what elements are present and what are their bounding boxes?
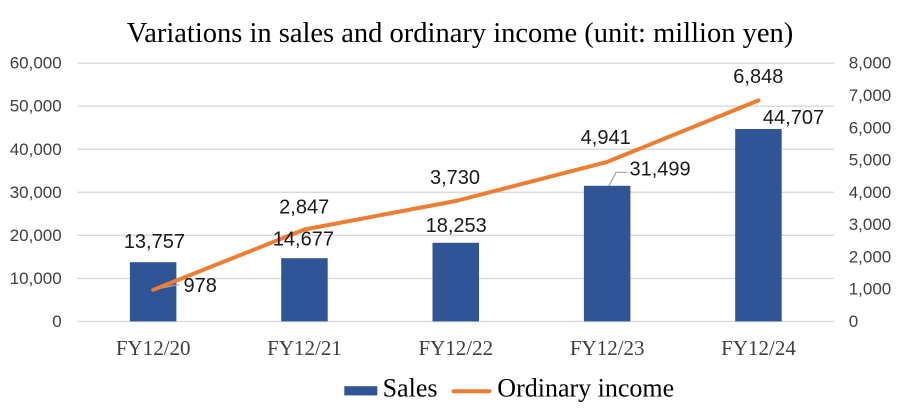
svg-text:2,847: 2,847 — [279, 197, 329, 219]
svg-text:60,000: 60,000 — [10, 54, 62, 73]
svg-text:1,000: 1,000 — [849, 280, 892, 299]
svg-text:FY12/23: FY12/23 — [570, 336, 645, 360]
svg-text:8,000: 8,000 — [849, 54, 892, 73]
svg-text:44,707: 44,707 — [763, 107, 824, 129]
svg-text:Ordinary income: Ordinary income — [497, 374, 674, 403]
svg-text:FY12/20: FY12/20 — [116, 336, 191, 360]
svg-text:2,000: 2,000 — [849, 247, 892, 266]
svg-text:3,730: 3,730 — [430, 167, 480, 189]
svg-text:4,941: 4,941 — [581, 127, 631, 149]
svg-text:0: 0 — [52, 312, 61, 331]
svg-text:FY12/22: FY12/22 — [418, 336, 493, 360]
svg-text:30,000: 30,000 — [10, 183, 62, 202]
svg-text:5,000: 5,000 — [849, 151, 892, 170]
svg-text:0: 0 — [849, 312, 858, 331]
svg-text:13,757: 13,757 — [124, 231, 185, 253]
svg-text:31,499: 31,499 — [630, 158, 691, 180]
svg-text:40,000: 40,000 — [10, 140, 62, 159]
svg-text:18,253: 18,253 — [426, 215, 487, 237]
svg-text:10,000: 10,000 — [10, 269, 62, 288]
svg-text:14,677: 14,677 — [273, 229, 334, 251]
svg-text:6,848: 6,848 — [733, 66, 783, 88]
svg-text:50,000: 50,000 — [10, 97, 62, 116]
svg-text:Sales: Sales — [383, 374, 438, 403]
svg-text:978: 978 — [184, 275, 217, 297]
svg-text:4,000: 4,000 — [849, 183, 892, 202]
svg-text:20,000: 20,000 — [10, 226, 62, 245]
svg-text:6,000: 6,000 — [849, 118, 892, 137]
svg-text:FY12/24: FY12/24 — [721, 336, 796, 360]
svg-text:Variations in sales and ordina: Variations in sales and ordinary income … — [127, 18, 793, 49]
svg-text:3,000: 3,000 — [849, 215, 892, 234]
svg-text:7,000: 7,000 — [849, 86, 892, 105]
svg-text:FY12/21: FY12/21 — [267, 336, 342, 360]
